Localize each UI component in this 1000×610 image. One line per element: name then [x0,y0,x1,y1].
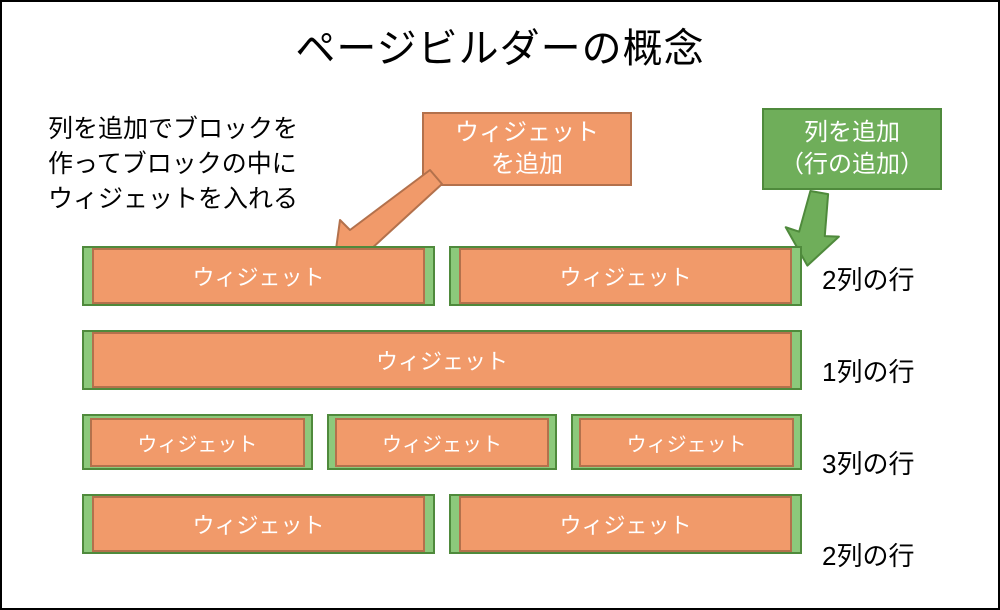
widget-block: ウィジェット [459,496,792,552]
table-row: ウィジェット ウィジェット [82,494,802,554]
row-label-2col: 2列の行 [822,536,914,573]
row-label-2col: 2列の行 [822,260,914,297]
table-row: ウィジェット [82,330,802,390]
widget-block: ウィジェット [459,248,792,304]
row-label-1col: 1列の行 [822,352,914,389]
column-block: ウィジェット [327,414,558,470]
desc-line3: ウィジェットを入れる [48,182,298,217]
widget-add-line2: を追加 [455,149,599,181]
table-row: ウィジェット ウィジェット [82,246,802,306]
widget-block: ウィジェット [92,248,425,304]
column-block: ウィジェット [82,246,435,306]
col-add-callout: 列を追加 （行の追加） [762,108,942,190]
row-label-3col: 3列の行 [822,444,914,481]
widget-add-callout: ウィジェット を追加 [422,112,632,186]
column-block: ウィジェット [82,414,313,470]
description-text: 列を追加でブロックを 作ってブロックの中に ウィジェットを入れる [48,112,298,217]
desc-line2: 作ってブロックの中に [48,147,298,182]
widget-block: ウィジェット [335,418,550,467]
column-block: ウィジェット [449,494,802,554]
rows-area: ウィジェット ウィジェット ウィジェット ウィジェット ウィジェット ウィジェッ… [82,246,802,554]
column-block: ウィジェット [82,330,802,390]
table-row: ウィジェット ウィジェット ウィジェット [82,414,802,470]
widget-block: ウィジェット [92,332,792,388]
desc-line1: 列を追加でブロックを [48,112,298,147]
col-add-line1: 列を追加 [780,117,924,149]
widget-add-line1: ウィジェット [455,117,599,149]
widget-block: ウィジェット [92,496,425,552]
column-block: ウィジェット [449,246,802,306]
col-add-line2: （行の追加） [780,149,924,181]
widget-block: ウィジェット [579,418,794,467]
page-title: ページビルダーの概念 [2,2,998,74]
column-block: ウィジェット [82,494,435,554]
column-block: ウィジェット [571,414,802,470]
diagram-canvas: ページビルダーの概念 列を追加でブロックを 作ってブロックの中に ウィジェットを… [0,0,1000,610]
widget-block: ウィジェット [90,418,305,467]
